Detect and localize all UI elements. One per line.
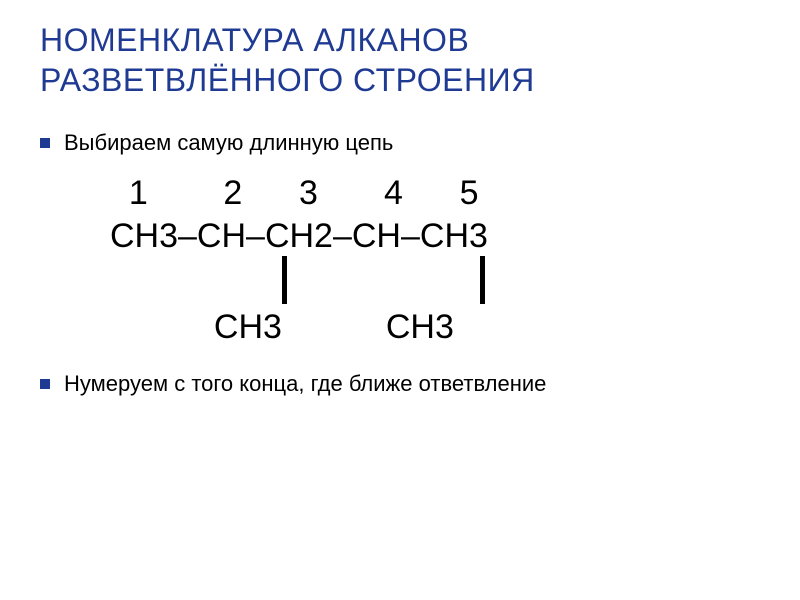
bullet-marker-icon [40, 138, 50, 148]
slide-title: НОМЕНКЛАТУРА АЛКАНОВ РАЗВЕТВЛЁННОГО СТРО… [40, 20, 760, 100]
bullet-marker-icon [40, 379, 50, 389]
main-chain-row: CH3–CH–CH2–CH–CH3 [110, 217, 760, 256]
slide-container: НОМЕНКЛАТУРА АЛКАНОВ РАЗВЕТВЛЁННОГО СТРО… [0, 0, 800, 600]
bullet-text-2: Нумеруем с того конца, где ближе ответвл… [64, 371, 546, 397]
bullet-item-1: Выбираем самую длинную цепь [40, 130, 760, 156]
bullet-item-2: Нумеруем с того конца, где ближе ответвл… [40, 371, 760, 397]
bond-line-1 [282, 256, 287, 304]
chemical-structure: 1 2 3 4 5 CH3–CH–CH2–CH–CH3 CH3 CH3 [110, 174, 760, 347]
bullet-text-1: Выбираем самую длинную цепь [64, 130, 393, 156]
vertical-bonds-row [110, 256, 760, 306]
bond-line-2 [480, 256, 485, 304]
carbon-numbers-row: 1 2 3 4 5 [110, 174, 760, 213]
substituents-row: CH3 CH3 [110, 308, 760, 347]
